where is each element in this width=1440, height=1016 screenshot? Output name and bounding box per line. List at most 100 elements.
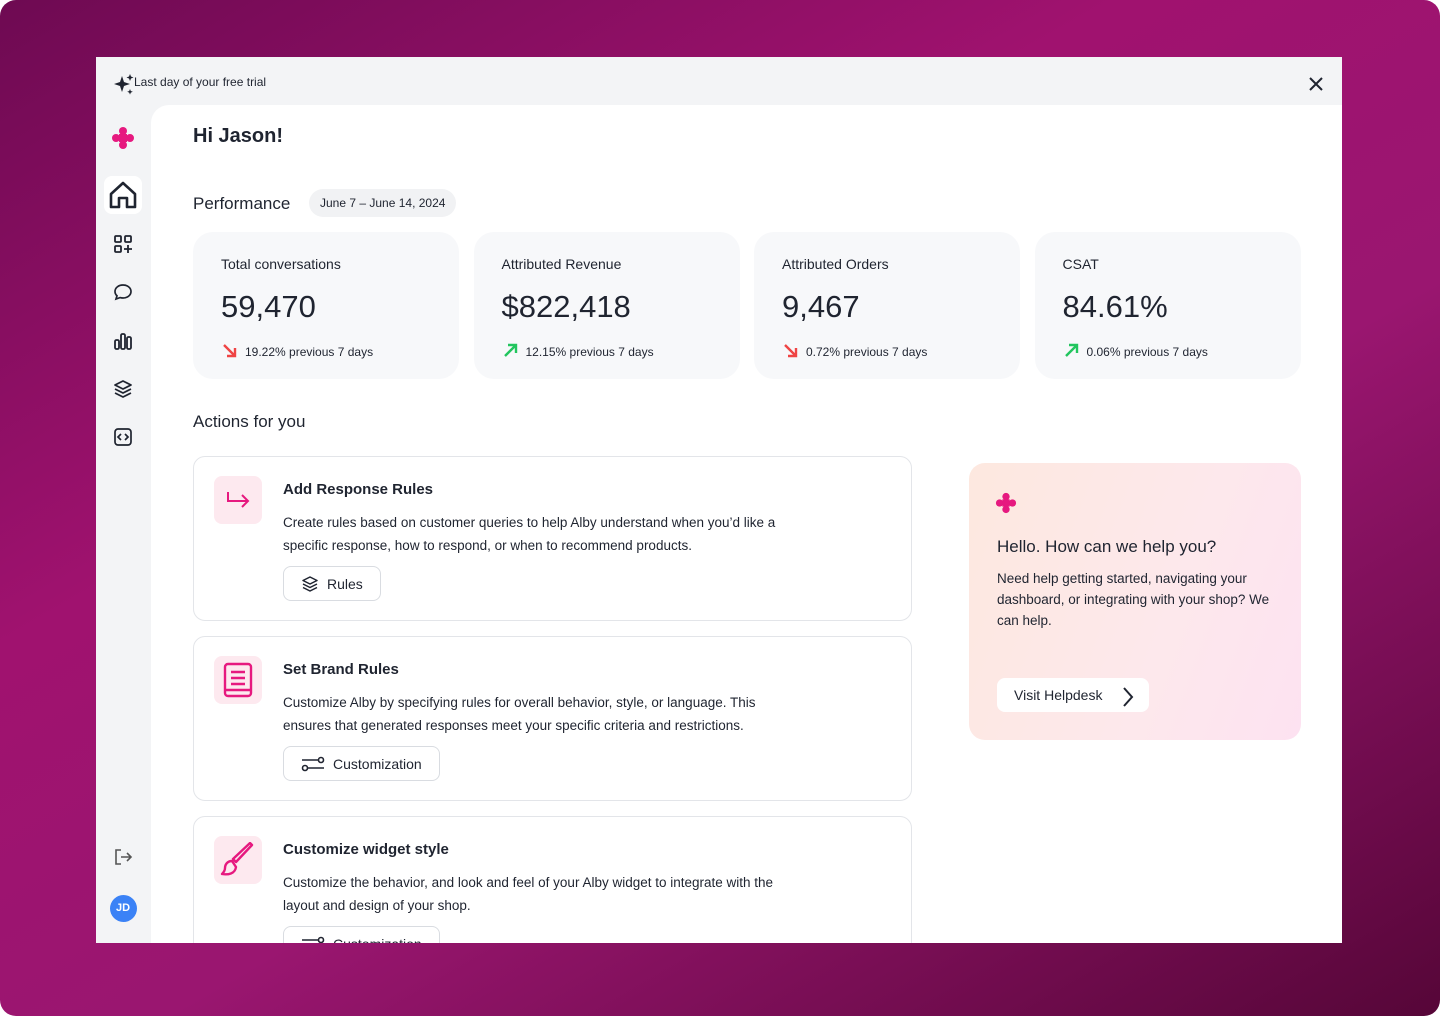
action-description: Customize the behavior, and look and fee… bbox=[283, 875, 774, 913]
icon bbox=[114, 428, 132, 446]
action-button[interactable]: Customization bbox=[283, 746, 440, 781]
button-label: Visit Helpdesk bbox=[1014, 687, 1103, 703]
action-button[interactable]: Rules bbox=[283, 566, 381, 601]
icon bbox=[114, 380, 132, 398]
help-card: Hello. How can we help you? Need help ge… bbox=[969, 463, 1301, 740]
icon-part bbox=[114, 235, 122, 243]
icon bbox=[114, 235, 132, 253]
icon-part bbox=[302, 575, 318, 592]
icon-part bbox=[995, 492, 1017, 514]
icon-part bbox=[1002, 492, 1010, 501]
help-title: Hello. How can we help you? bbox=[997, 537, 1217, 556]
icon bbox=[223, 344, 237, 358]
nav-code[interactable] bbox=[104, 418, 142, 456]
icon-part bbox=[223, 662, 253, 698]
avatar[interactable]: JD bbox=[104, 889, 142, 927]
icon-part bbox=[302, 758, 324, 769]
icon-part bbox=[126, 134, 134, 142]
metric-card: CSAT 84.61% 0.06% previous 7 days bbox=[1034, 232, 1301, 379]
metric-value: $822,418 bbox=[501, 289, 631, 324]
icon-part bbox=[317, 936, 325, 943]
sidebar: JD bbox=[96, 105, 151, 943]
metric-label: Attributed Orders bbox=[782, 256, 889, 272]
icon-part bbox=[124, 245, 132, 253]
action-card: Add Response Rules Create rules based on… bbox=[193, 456, 912, 621]
icon-part bbox=[114, 74, 134, 95]
icon-part bbox=[302, 575, 318, 585]
icon bbox=[114, 284, 132, 301]
metric-change: 0.06% previous 7 days bbox=[1063, 342, 1208, 361]
icon-part bbox=[114, 428, 132, 446]
icon-part bbox=[503, 343, 517, 357]
icon-part bbox=[114, 380, 132, 398]
nav-layers[interactable] bbox=[104, 370, 142, 408]
button-label: Rules bbox=[327, 575, 363, 592]
date-range[interactable]: June 7 – June 14, 2024 bbox=[309, 189, 457, 217]
icon-part bbox=[114, 245, 122, 253]
icon bbox=[1064, 343, 1078, 357]
sparkle-icon bbox=[114, 74, 134, 95]
change-text: 19.22% previous 7 days bbox=[245, 344, 374, 359]
icon-part bbox=[116, 433, 130, 441]
nav-apps[interactable] bbox=[104, 225, 142, 263]
icon-part bbox=[302, 586, 318, 592]
icon-part bbox=[112, 134, 120, 142]
action-icon bbox=[214, 476, 262, 524]
icon bbox=[302, 575, 318, 592]
icon-part bbox=[1008, 499, 1017, 507]
action-title: Add Response Rules bbox=[283, 481, 434, 498]
trend-arrow bbox=[221, 342, 237, 361]
nav-home[interactable] bbox=[104, 176, 142, 214]
logo bbox=[104, 119, 142, 157]
icon-part bbox=[227, 492, 250, 508]
metric-label: Total conversations bbox=[221, 256, 341, 272]
icon-part bbox=[225, 670, 251, 692]
change-text: 0.06% previous 7 days bbox=[1086, 344, 1208, 359]
icon-part bbox=[302, 938, 318, 941]
metric-change: 12.15% previous 7 days bbox=[502, 342, 654, 361]
icon-part bbox=[220, 859, 238, 876]
action-title: Set Brand Rules bbox=[283, 661, 399, 678]
icon-part bbox=[114, 339, 120, 350]
icon-part bbox=[114, 392, 132, 398]
icon-part bbox=[124, 235, 132, 243]
icon-part bbox=[220, 842, 254, 876]
icon-part bbox=[114, 284, 132, 301]
icon-part bbox=[302, 936, 325, 943]
metric-label: CSAT bbox=[1062, 256, 1099, 272]
icon-part bbox=[995, 499, 1004, 507]
trial-banner: Last day of your free trial bbox=[96, 57, 1342, 105]
icon-part bbox=[114, 428, 132, 446]
action-icon bbox=[214, 656, 262, 704]
button-label: Customization bbox=[333, 755, 422, 772]
icon bbox=[112, 127, 134, 149]
metric-card: Attributed Orders 9,467 0.72% previous 7… bbox=[754, 232, 1020, 379]
helpdesk-button[interactable]: Visit Helpdesk bbox=[997, 678, 1149, 712]
nav-chat[interactable] bbox=[104, 273, 142, 311]
change-text: 12.15% previous 7 days bbox=[525, 344, 654, 359]
icon-part bbox=[115, 849, 133, 865]
icon-part bbox=[1002, 505, 1010, 514]
close-button[interactable] bbox=[1308, 76, 1324, 92]
icon bbox=[114, 333, 132, 350]
icon-part bbox=[1309, 77, 1323, 91]
button-label: Customization bbox=[333, 936, 422, 944]
icon bbox=[784, 344, 798, 358]
logout[interactable] bbox=[104, 838, 142, 876]
metric-value: 59,470 bbox=[221, 289, 316, 324]
metric-label: Attributed Revenue bbox=[501, 256, 622, 272]
icon-part bbox=[231, 842, 254, 864]
icon-part bbox=[114, 333, 132, 350]
icon-part bbox=[109, 181, 137, 209]
action-card: Customize widget style Customize the beh… bbox=[193, 816, 912, 943]
icon-part bbox=[112, 127, 134, 149]
icon-part bbox=[119, 127, 127, 135]
nav-analytics[interactable] bbox=[104, 322, 142, 360]
icon bbox=[503, 343, 517, 357]
icon-part bbox=[119, 141, 127, 149]
icon-part bbox=[114, 380, 132, 390]
icon-part bbox=[1002, 499, 1010, 507]
icon bbox=[302, 936, 325, 943]
action-button[interactable]: Customization bbox=[283, 926, 440, 943]
